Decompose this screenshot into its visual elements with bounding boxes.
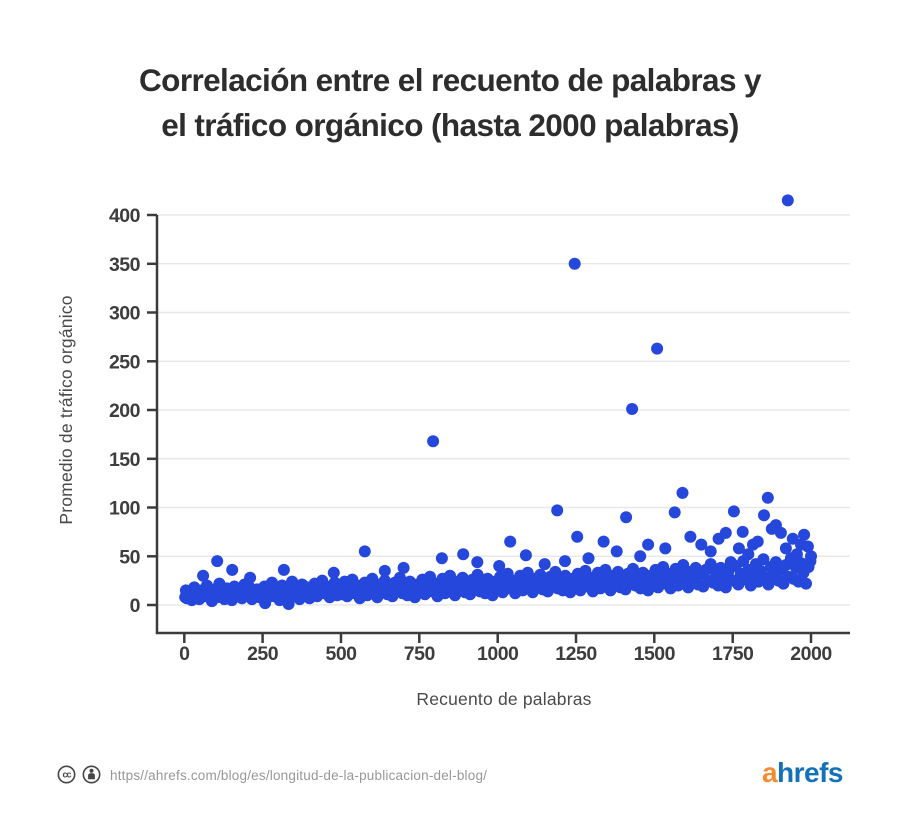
data-point	[682, 581, 695, 594]
data-point	[597, 535, 610, 548]
data-point	[801, 540, 814, 553]
data-point	[804, 555, 817, 568]
x-tick-label: 1750	[712, 643, 754, 665]
data-point	[493, 560, 506, 572]
data-point	[659, 542, 672, 555]
data-point	[277, 563, 290, 576]
y-tick-label: 400	[109, 205, 141, 227]
data-point	[762, 578, 775, 591]
data-point	[779, 542, 792, 555]
data-point	[732, 542, 745, 555]
data-point	[378, 564, 391, 577]
data-point	[197, 569, 210, 582]
person-body-icon	[88, 773, 95, 780]
data-point	[757, 553, 770, 566]
data-point	[551, 504, 564, 517]
x-tick-label: 1500	[634, 643, 676, 665]
y-tick-label: 300	[109, 303, 141, 325]
data-point	[668, 506, 681, 519]
data-point	[519, 549, 532, 562]
ahrefs-logo-a: a	[761, 757, 778, 788]
x-tick-label: 2000	[790, 643, 832, 665]
y-tick-label: 50	[119, 546, 140, 568]
data-point	[211, 555, 224, 568]
y-tick-label: 250	[109, 351, 141, 373]
data-point	[695, 538, 708, 551]
chart-title-line1: Correlación entre el recuento de palabra…	[139, 62, 762, 98]
ahrefs-logo: ahrefs	[761, 757, 844, 789]
chart-title-line2: el tráfico orgánico (hasta 2000 palabras…	[161, 107, 739, 143]
x-tick-label: 0	[179, 643, 190, 665]
data-point	[286, 575, 299, 588]
data-point	[761, 491, 774, 504]
data-point	[282, 598, 295, 610]
data-point	[471, 556, 484, 569]
x-tick-label: 500	[325, 643, 357, 665]
data-point	[774, 526, 787, 539]
y-axis-title: Promedio de tráfico orgánico	[56, 295, 76, 524]
data-point	[798, 528, 811, 541]
data-point	[751, 535, 764, 548]
data-point	[736, 525, 749, 538]
footer: cc https//ahrefs.com/blog/es/longitud-de…	[0, 752, 900, 802]
y-tick-label: 350	[109, 254, 141, 276]
data-point	[800, 577, 812, 590]
data-point	[610, 545, 623, 558]
data-point	[790, 548, 803, 561]
data-point	[259, 597, 272, 610]
data-point	[742, 548, 755, 561]
data-point	[504, 535, 517, 548]
chart-title: Correlación entre el recuento de palabra…	[0, 58, 900, 148]
x-axis-title: Recuento de palabras	[416, 689, 591, 709]
y-tick-label: 200	[109, 400, 141, 422]
data-point	[676, 486, 689, 499]
data-point	[642, 538, 655, 551]
license-icons: cc	[57, 765, 101, 784]
x-tick-label: 1000	[477, 643, 519, 665]
data-point	[758, 509, 770, 522]
data-point	[568, 257, 581, 270]
x-tick-label: 750	[404, 643, 436, 665]
y-tick-label: 100	[109, 498, 141, 520]
data-point	[358, 545, 371, 558]
data-point	[582, 552, 595, 565]
data-point	[727, 505, 740, 518]
data-point	[604, 584, 617, 597]
cc-license-icon: cc	[57, 765, 76, 784]
data-point	[427, 435, 440, 448]
data-point	[538, 558, 551, 571]
data-point	[704, 558, 717, 571]
data-point	[651, 342, 664, 355]
y-tick-label: 0	[130, 595, 141, 617]
data-point	[626, 403, 639, 415]
person-head-icon	[89, 768, 94, 773]
data-point	[620, 511, 633, 524]
data-point	[244, 571, 257, 584]
data-point	[704, 545, 717, 558]
data-point	[684, 530, 697, 543]
data-point	[179, 584, 192, 597]
data-point	[226, 563, 239, 576]
y-tick-label: 150	[109, 449, 141, 471]
data-point	[327, 566, 340, 579]
data-point	[435, 552, 448, 565]
data-point	[781, 194, 794, 207]
cc-attribution-icon	[82, 765, 101, 784]
data-point	[719, 526, 732, 539]
data-point	[634, 550, 647, 563]
cc-label: cc	[62, 770, 71, 780]
data-point	[559, 555, 571, 568]
x-tick-label: 1250	[555, 643, 597, 665]
source-url: https//ahrefs.com/blog/es/longitud-de-la…	[110, 768, 488, 783]
data-point	[571, 530, 584, 543]
ahrefs-logo-hrefs: hrefs	[777, 757, 843, 788]
x-tick-label: 250	[247, 643, 279, 665]
scatter-chart: 0 50 100 150 200 250 300 350 400 0 250 500 750 1000 12…	[56, 194, 850, 709]
data-point	[397, 561, 410, 574]
data-point	[457, 548, 470, 561]
